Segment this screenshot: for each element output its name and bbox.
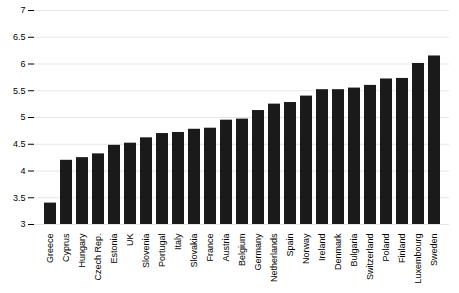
svg-text:5: 5 — [20, 112, 25, 122]
svg-text:Ireland: Ireland — [317, 234, 327, 262]
svg-text:6: 6 — [20, 59, 25, 69]
svg-text:Bulgaria: Bulgaria — [349, 234, 359, 267]
svg-text:6.5: 6.5 — [13, 32, 26, 42]
svg-text:3.5: 3.5 — [13, 193, 26, 203]
svg-text:Norway: Norway — [301, 233, 311, 264]
svg-text:Cyprus: Cyprus — [61, 233, 71, 262]
svg-text:UK: UK — [125, 234, 135, 247]
svg-text:Netherlands: Netherlands — [269, 233, 279, 282]
svg-text:Denmark: Denmark — [333, 233, 343, 270]
svg-text:3: 3 — [20, 219, 25, 229]
svg-text:4.5: 4.5 — [13, 139, 26, 149]
svg-text:5.5: 5.5 — [13, 86, 26, 96]
svg-text:Poland: Poland — [381, 234, 391, 262]
svg-text:Finland: Finland — [397, 234, 407, 264]
svg-text:Luxembourg: Luxembourg — [413, 234, 423, 284]
svg-text:4: 4 — [20, 166, 25, 176]
svg-text:Belgium: Belgium — [237, 234, 247, 267]
svg-text:Portugal: Portugal — [157, 234, 167, 268]
svg-text:Germany: Germany — [253, 233, 263, 271]
svg-text:Sweden: Sweden — [429, 234, 439, 267]
svg-text:Spain: Spain — [285, 234, 295, 257]
svg-text:Italy: Italy — [173, 233, 183, 250]
svg-text:Hungary: Hungary — [77, 233, 87, 268]
svg-text:Greece: Greece — [45, 234, 55, 264]
svg-text:Estonia: Estonia — [109, 234, 119, 264]
svg-text:France: France — [205, 234, 215, 262]
svg-text:Switzerland: Switzerland — [365, 234, 375, 281]
svg-text:Austria: Austria — [221, 234, 231, 262]
svg-text:Czech Rep.: Czech Rep. — [93, 234, 103, 281]
svg-text:Slovenia: Slovenia — [141, 234, 151, 269]
svg-text:7: 7 — [20, 5, 25, 15]
svg-text:Slovakia: Slovakia — [189, 234, 199, 268]
